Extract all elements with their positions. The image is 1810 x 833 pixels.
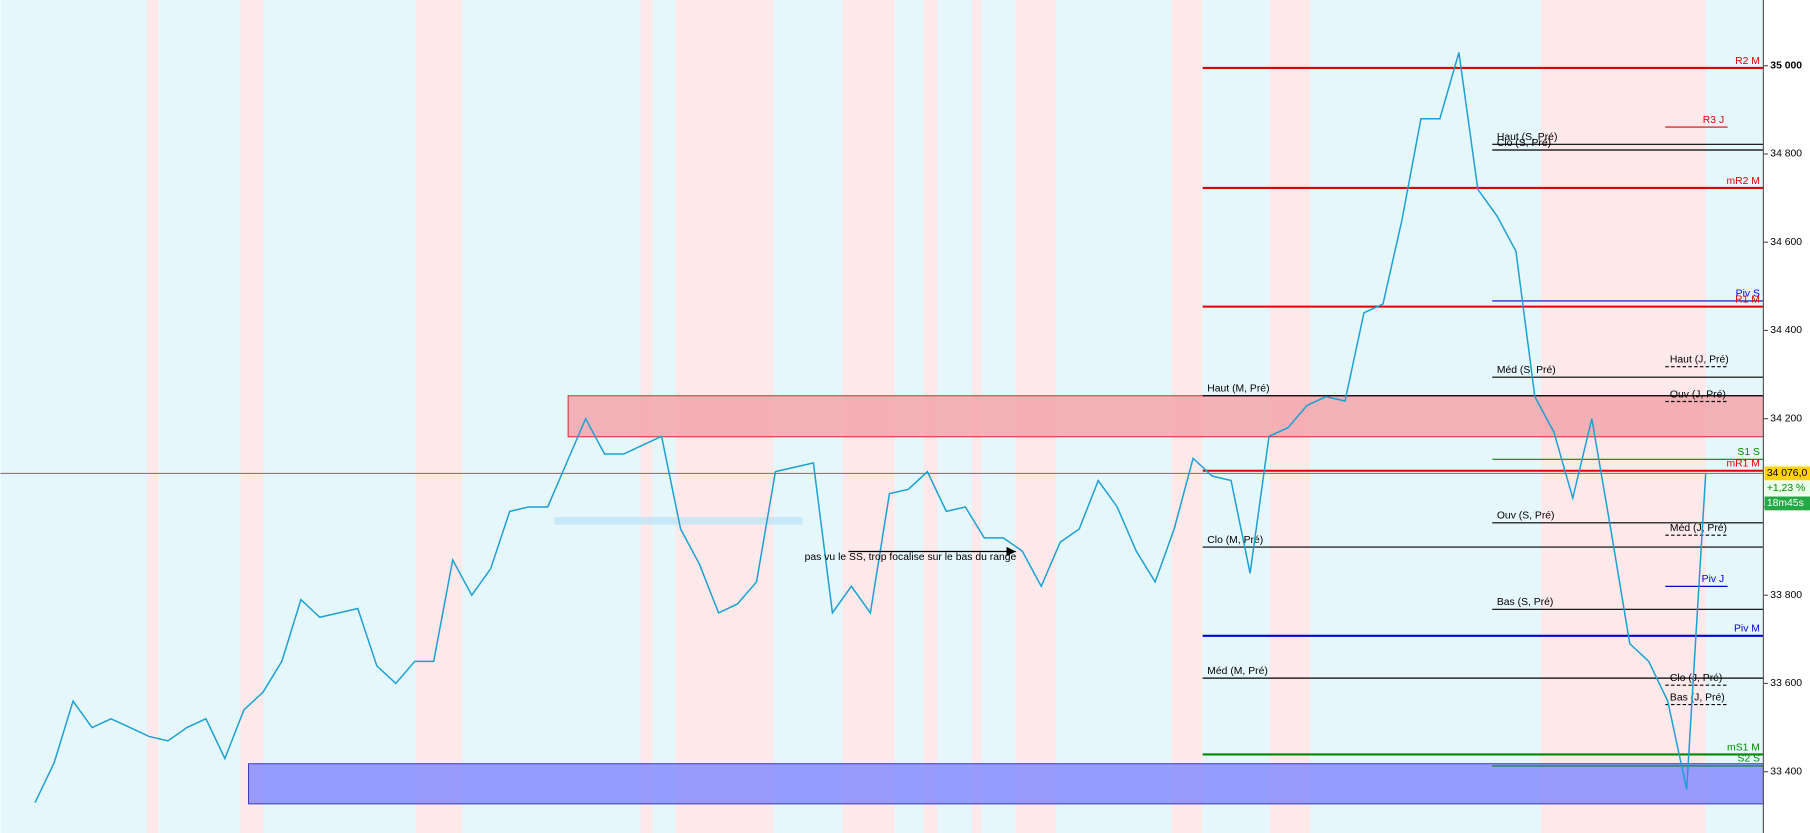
y-tick-label: 34 800 [1770, 149, 1802, 160]
change-label: +1,23 % [1767, 483, 1805, 494]
session-band [146, 0, 159, 833]
y-tick-label: 33 600 [1770, 678, 1802, 689]
level-label: Clo (S, Pré) [1497, 138, 1551, 149]
level-label: S2 S [1737, 754, 1760, 765]
y-tick-label: 33 400 [1770, 766, 1802, 777]
last-price-box [1764, 466, 1810, 481]
countdown-label: 18m45s [1767, 498, 1804, 509]
level-label: Haut (M, Pré) [1207, 384, 1269, 395]
level-label: Méd (M, Pré) [1207, 666, 1268, 677]
level-label: R1 M [1735, 294, 1760, 305]
level-label: Méd (J, Pré) [1670, 523, 1727, 534]
level-label: mS1 M [1727, 742, 1760, 753]
level-label: Ouv (J, Pré) [1670, 389, 1726, 400]
y-tick-label: 34 200 [1770, 413, 1802, 424]
session-band [240, 0, 264, 833]
annotation: pas vu le SS, trop focalise sur le bas d… [805, 552, 1017, 563]
level-label: mR2 M [1726, 176, 1759, 187]
y-tick-label: 34 400 [1770, 325, 1802, 336]
y-tick-label: 35 000 [1770, 60, 1802, 71]
zone [248, 763, 1764, 805]
session-band [415, 0, 462, 833]
level-label: Piv M [1734, 624, 1760, 635]
level-label: Clo (M, Pré) [1207, 535, 1263, 546]
level-label: Ouv (S, Pré) [1497, 511, 1555, 522]
level-label: Haut (J, Pré) [1670, 354, 1729, 365]
change-box [1764, 481, 1810, 496]
countdown-box [1764, 496, 1810, 511]
price-line [34, 52, 1707, 803]
level-label: Méd (S, Pré) [1497, 365, 1556, 376]
last-price-label: 34 076,0 [1767, 468, 1808, 479]
y-tick-label: 34 600 [1770, 237, 1802, 248]
y-tick-label: 33 800 [1770, 590, 1802, 601]
level-label: Clo (J, Pré) [1670, 673, 1722, 684]
level-label: R2 M [1735, 56, 1760, 67]
level-label: Haut (S, Pré) [1497, 132, 1558, 143]
level-label: Piv S [1736, 289, 1760, 300]
annotation-arrowhead [1006, 546, 1016, 557]
level-label: mR1 M [1726, 459, 1759, 470]
zone [567, 395, 1764, 438]
level-label: Bas (S, Pré) [1497, 597, 1554, 608]
level-label: Piv J [1702, 574, 1724, 585]
level-label: R3 J [1703, 115, 1724, 126]
level-label: S1 S [1737, 447, 1760, 458]
level-label: Bas (J, Pré) [1670, 692, 1725, 703]
